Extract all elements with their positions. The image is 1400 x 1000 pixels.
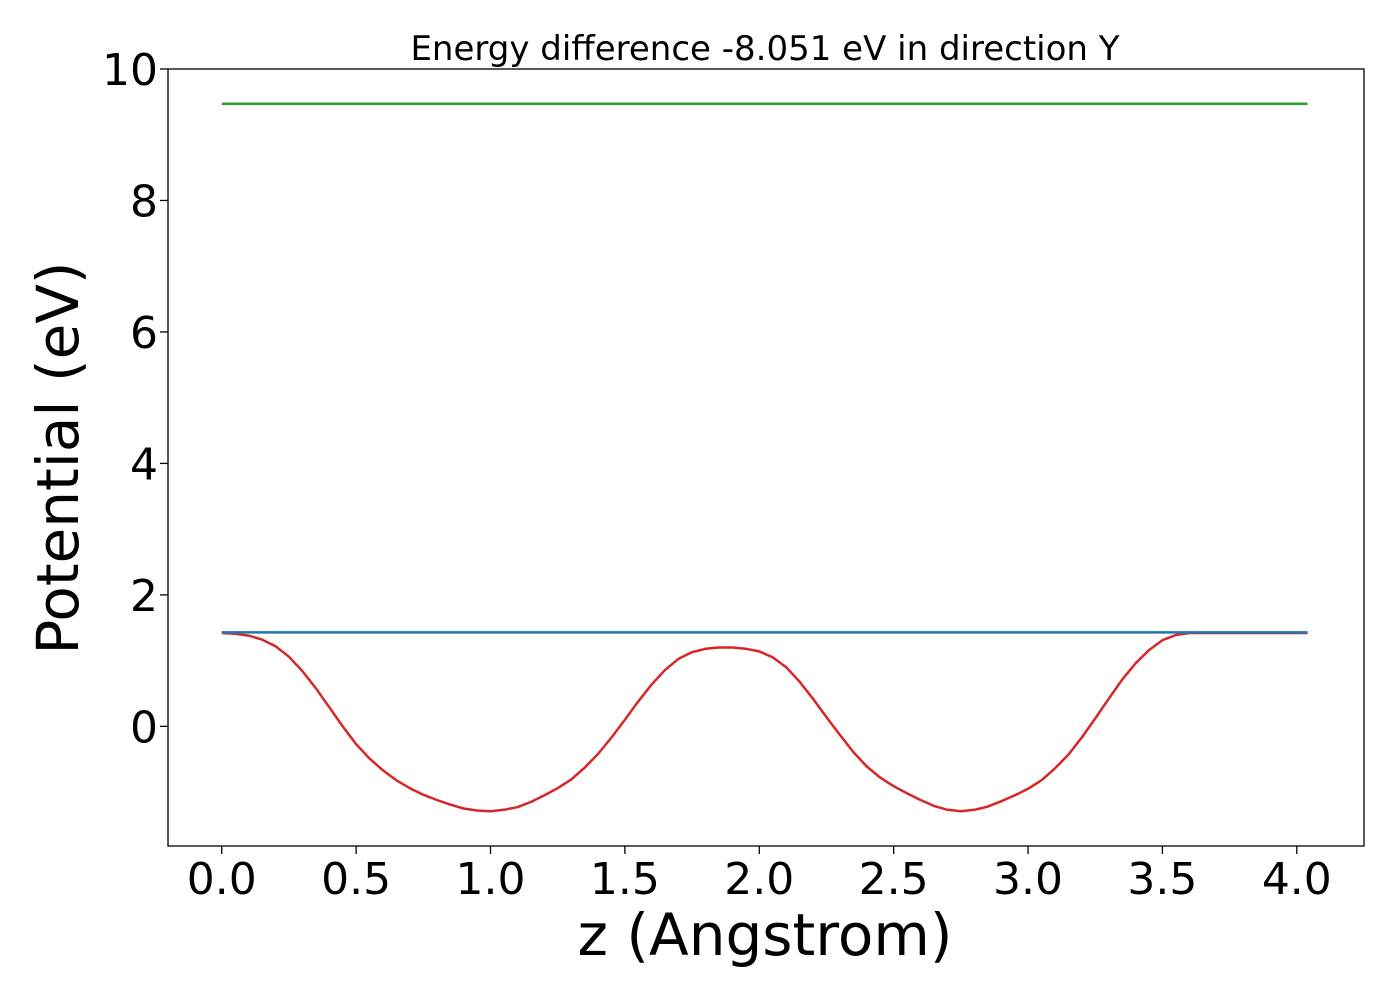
- x-axis-label: z (Angstrom): [578, 901, 953, 969]
- y-tick-label: 2: [130, 571, 158, 622]
- series-line-1: [221, 631, 1308, 813]
- x-tick-label: 1.0: [456, 854, 526, 905]
- chart-title: Energy difference -8.051 eV in direction…: [410, 29, 1119, 69]
- y-tick-label: 0: [130, 702, 158, 753]
- x-tick-label: 3.5: [1127, 854, 1197, 905]
- x-tick-label: 2.0: [724, 854, 794, 905]
- y-tick-label: 10: [102, 45, 158, 96]
- x-axis-ticks: 0.0 0.5 1.0 1.5 2.0 2.5 3.0 3.5 4.0: [187, 846, 1332, 905]
- x-tick-label: 2.5: [859, 854, 929, 905]
- x-tick-label: 1.5: [590, 854, 660, 905]
- y-tick-label: 6: [130, 308, 158, 359]
- x-tick-label: 3.0: [993, 854, 1063, 905]
- x-tick-label: 0.5: [321, 854, 391, 905]
- y-axis-ticks: 0 2 4 6 8 10: [102, 45, 168, 753]
- y-tick-label: 4: [130, 439, 158, 490]
- plot-frame: [167, 68, 1365, 847]
- x-tick-label: 0.0: [187, 854, 257, 905]
- plot-area: [167, 68, 1365, 847]
- y-axis-label: Potential (eV): [24, 261, 92, 654]
- y-tick-label: 8: [130, 176, 158, 227]
- x-tick-label: 4.0: [1262, 854, 1332, 905]
